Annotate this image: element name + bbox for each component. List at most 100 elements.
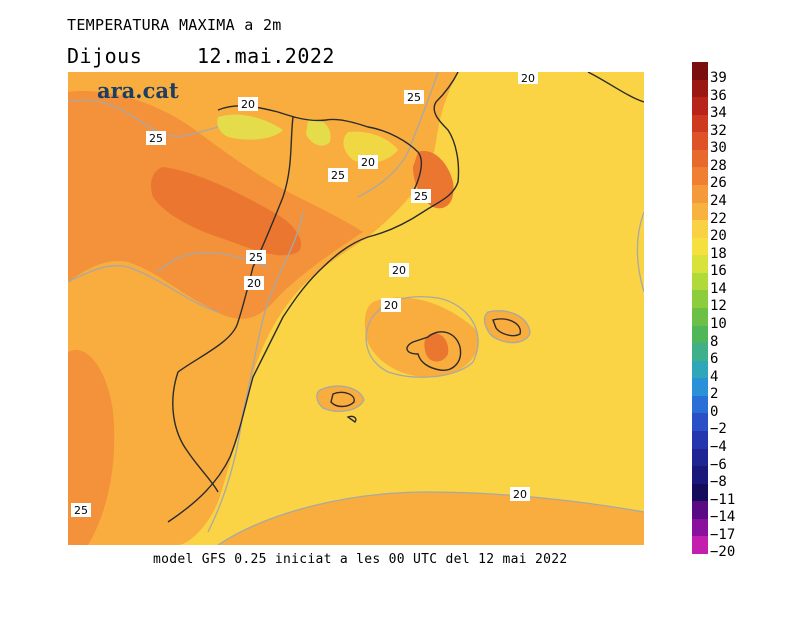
- legend-value: 34: [710, 105, 727, 122]
- sea-warm-zone: [218, 492, 644, 545]
- legend-swatch: [692, 501, 708, 520]
- svg-text:25: 25: [331, 169, 345, 182]
- legend-swatch: [692, 185, 708, 204]
- legend-value: 6: [710, 351, 719, 368]
- legend-swatch: [692, 466, 708, 485]
- legend-swatch: [692, 431, 708, 450]
- legend-value: 28: [710, 157, 727, 174]
- legend-value: −6: [710, 456, 727, 473]
- legend-value: −20: [710, 544, 736, 561]
- svg-text:25: 25: [407, 91, 421, 104]
- svg-text:20: 20: [361, 156, 375, 169]
- legend-value: 22: [710, 210, 727, 227]
- legend-swatch: [692, 536, 708, 555]
- legend-swatch: [692, 97, 708, 116]
- svg-text:25: 25: [249, 251, 263, 264]
- legend-value: 8: [710, 333, 719, 350]
- svg-text:20: 20: [247, 277, 261, 290]
- legend-value: 26: [710, 175, 727, 192]
- legend-swatch: [692, 290, 708, 309]
- legend-value: −4: [710, 439, 727, 455]
- legend-value: 24: [710, 193, 727, 209]
- contour-label: 20: [510, 487, 530, 501]
- legend-value: 4: [710, 368, 719, 385]
- legend-swatch: [692, 237, 708, 256]
- island-warm-zone: [316, 386, 364, 412]
- legend-swatch: [692, 308, 708, 327]
- legend-swatch: [692, 255, 708, 274]
- legend-swatch: [692, 272, 708, 291]
- legend-value: 0: [710, 403, 719, 420]
- legend-value: 10: [710, 316, 727, 332]
- legend-value: 18: [710, 245, 727, 262]
- legend-value: 36: [710, 87, 727, 104]
- contour-label: 20: [389, 263, 409, 277]
- svg-text:20: 20: [521, 72, 535, 85]
- land-cool-zone: [306, 119, 331, 146]
- legend-swatch: [692, 413, 708, 432]
- legend-swatch: [692, 378, 708, 397]
- svg-text:20: 20: [392, 264, 406, 277]
- legend-swatch: [692, 518, 708, 537]
- contour-label: 20: [238, 97, 258, 111]
- legend-value: 2: [710, 386, 719, 403]
- legend-swatch: [692, 79, 708, 98]
- legend-value: 39: [710, 70, 727, 86]
- island-hot-zone: [424, 333, 449, 362]
- legend-swatch: [692, 167, 708, 186]
- legend-swatch: [692, 343, 708, 362]
- day-label: Dijous: [67, 44, 143, 68]
- map-title: TEMPERATURA MAXIMA a 2m: [67, 16, 282, 34]
- contour-label: 25: [146, 131, 166, 145]
- brand-logo[interactable]: ara.cat: [97, 78, 179, 103]
- legend-value: 16: [710, 263, 727, 280]
- legend-swatch: [692, 360, 708, 379]
- legend-swatch: [692, 149, 708, 168]
- contour-label: 25: [404, 90, 424, 104]
- temperature-map: 20 25 25 20 25 25 25 20 20 20 20 25 20: [68, 72, 644, 545]
- color-legend: [692, 62, 708, 555]
- contour-label-group: 20 25 25 20 25 25 25 20 20 20 20 25 20: [71, 72, 538, 517]
- legend-swatch: [692, 202, 708, 221]
- legend-swatch: [692, 448, 708, 467]
- legend-swatch: [692, 395, 708, 414]
- model-info: model GFS 0.25 iniciat a les 00 UTC del …: [153, 552, 568, 567]
- land-cool-zone: [343, 131, 398, 164]
- legend-swatch: [692, 132, 708, 151]
- svg-text:25: 25: [74, 504, 88, 517]
- legend-swatch: [692, 62, 708, 81]
- contour-label: 25: [411, 189, 431, 203]
- legend-value: −14: [710, 509, 736, 526]
- legend-swatch: [692, 114, 708, 133]
- svg-text:20: 20: [384, 299, 398, 312]
- land-cool-zone: [217, 114, 283, 140]
- contour-label: 20: [244, 276, 264, 290]
- contour-label: 20: [358, 155, 378, 169]
- date-label: 12.mai.2022: [197, 44, 335, 68]
- island-warm-zone: [364, 297, 479, 378]
- contour-label: 25: [71, 503, 91, 517]
- legend-swatch: [692, 325, 708, 344]
- legend-value: 32: [710, 122, 727, 139]
- land-hot-zone: [68, 350, 115, 545]
- legend-value: −17: [710, 526, 736, 543]
- legend-swatch: [692, 483, 708, 502]
- svg-text:20: 20: [513, 488, 527, 501]
- contour-label: 25: [328, 168, 348, 182]
- svg-text:20: 20: [241, 98, 255, 111]
- svg-text:25: 25: [149, 132, 163, 145]
- legend-value: −8: [710, 474, 727, 491]
- forecast-date-line: Dijous 12.mai.2022: [67, 44, 334, 68]
- legend-value: 12: [710, 298, 727, 315]
- contour-label: 25: [246, 250, 266, 264]
- land-hot-zone: [151, 167, 302, 256]
- legend-value: −11: [710, 491, 736, 508]
- contour-label: 20: [518, 72, 538, 85]
- svg-text:25: 25: [414, 190, 428, 203]
- contour-label: 20: [381, 298, 401, 312]
- coastline: [167, 72, 644, 523]
- legend-value: −2: [710, 421, 727, 438]
- legend-value: 20: [710, 228, 727, 245]
- legend-value: 30: [710, 140, 727, 157]
- legend-swatch: [692, 220, 708, 239]
